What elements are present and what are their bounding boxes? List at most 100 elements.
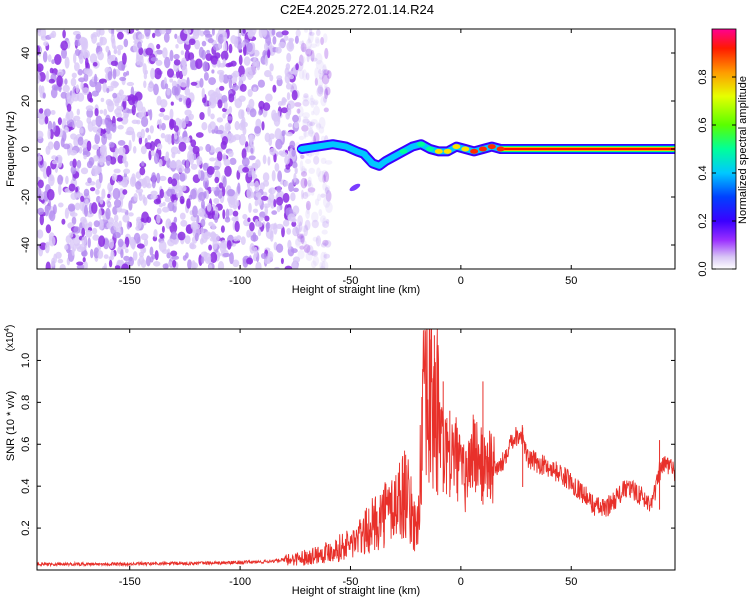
noise-speck (156, 214, 161, 224)
noise-speck (44, 116, 49, 125)
noise-speck (205, 53, 213, 61)
noise-speck (217, 34, 225, 44)
noise-speck (324, 160, 333, 165)
noise-speck (298, 135, 305, 141)
noise-speck (220, 50, 229, 61)
noise-speck (200, 256, 205, 264)
noise-speck (159, 99, 168, 108)
noise-speck (85, 57, 89, 68)
noise-speck (253, 246, 258, 258)
noise-speck (271, 109, 277, 121)
noise-speck (310, 100, 315, 108)
snr-trace (37, 329, 675, 568)
noise-speck (121, 94, 128, 102)
noise-speck (123, 168, 131, 175)
noise-speck (90, 248, 94, 259)
noise-speck (303, 224, 309, 237)
noise-speck (232, 259, 240, 268)
noise-speck (86, 140, 92, 152)
noise-speck (78, 77, 86, 83)
noise-speck (184, 166, 191, 174)
noise-speck (302, 191, 309, 200)
noise-speck (297, 115, 301, 123)
noise-speck (291, 149, 296, 157)
signal-clump (381, 158, 390, 164)
noise-speck (162, 206, 170, 213)
noise-speck (137, 258, 141, 267)
noise-speck (37, 187, 42, 197)
noise-speck (108, 238, 114, 250)
noise-speck (70, 192, 78, 200)
noise-speck (87, 177, 92, 184)
noise-speck (80, 81, 84, 90)
noise-speck (88, 221, 93, 228)
noise-speck (257, 79, 265, 88)
noise-speck (284, 73, 291, 84)
signal-stray (349, 183, 361, 192)
noise-speck (246, 68, 253, 80)
top-x-tick-label: -100 (229, 275, 251, 287)
noise-speck (62, 29, 66, 39)
noise-speck (98, 208, 102, 220)
noise-speck (284, 155, 290, 165)
noise-speck (142, 194, 146, 204)
noise-speck (158, 240, 167, 252)
noise-speck (155, 49, 164, 55)
noise-speck (324, 47, 329, 60)
noise-speck (52, 121, 56, 133)
noise-speck (315, 123, 322, 128)
bottom-x-axis-label: Height of straight line (km) (292, 585, 420, 597)
noise-speck (317, 193, 322, 202)
noise-speck (110, 60, 118, 66)
signal-clump (452, 144, 461, 150)
noise-speck (114, 199, 122, 208)
noise-speck (312, 255, 319, 266)
noise-speck (217, 261, 225, 269)
colorbar-tick-label: 0.4 (697, 165, 709, 180)
noise-speck (90, 187, 96, 192)
noise-speck (158, 202, 163, 208)
noise-speck (287, 100, 295, 109)
noise-speck (122, 52, 127, 65)
noise-speck (167, 238, 175, 247)
noise-speck (91, 202, 98, 214)
signal-clump (426, 146, 434, 152)
noise-speck (320, 37, 324, 45)
noise-speck (292, 187, 299, 193)
bottom-y-tick-label: 0.8 (20, 395, 32, 410)
noise-speck (254, 60, 260, 68)
y-multiplier-prefix: (x10 (5, 331, 16, 351)
noise-speck (275, 46, 282, 54)
noise-speck (182, 255, 187, 261)
noise-speck (258, 29, 264, 39)
noise-speck (121, 263, 129, 269)
noise-speck (276, 205, 281, 213)
noise-speck (92, 234, 100, 241)
noise-speck (57, 69, 64, 78)
noise-speck (267, 251, 274, 261)
noise-speck (201, 49, 207, 60)
noise-speck (287, 123, 293, 128)
noise-speck (247, 217, 251, 223)
noise-speck (82, 257, 86, 263)
noise-speck (223, 158, 231, 167)
noise-speck (172, 259, 177, 268)
noise-speck (115, 112, 123, 118)
noise-speck (113, 231, 121, 239)
noise-speck (137, 41, 142, 49)
noise-speck (267, 197, 272, 206)
noise-speck (264, 132, 271, 143)
noise-speck (49, 67, 54, 74)
noise-speck (207, 38, 214, 44)
noise-speck (212, 238, 218, 250)
noise-speck (306, 53, 310, 63)
noise-speck (158, 113, 165, 117)
noise-speck (312, 236, 318, 242)
noise-speck (97, 250, 104, 259)
signal-clump (342, 144, 351, 150)
noise-speck (111, 173, 118, 181)
noise-speck (155, 59, 163, 66)
noise-speck (292, 161, 298, 169)
noise-speck (156, 95, 162, 106)
noise-speck (122, 214, 130, 223)
